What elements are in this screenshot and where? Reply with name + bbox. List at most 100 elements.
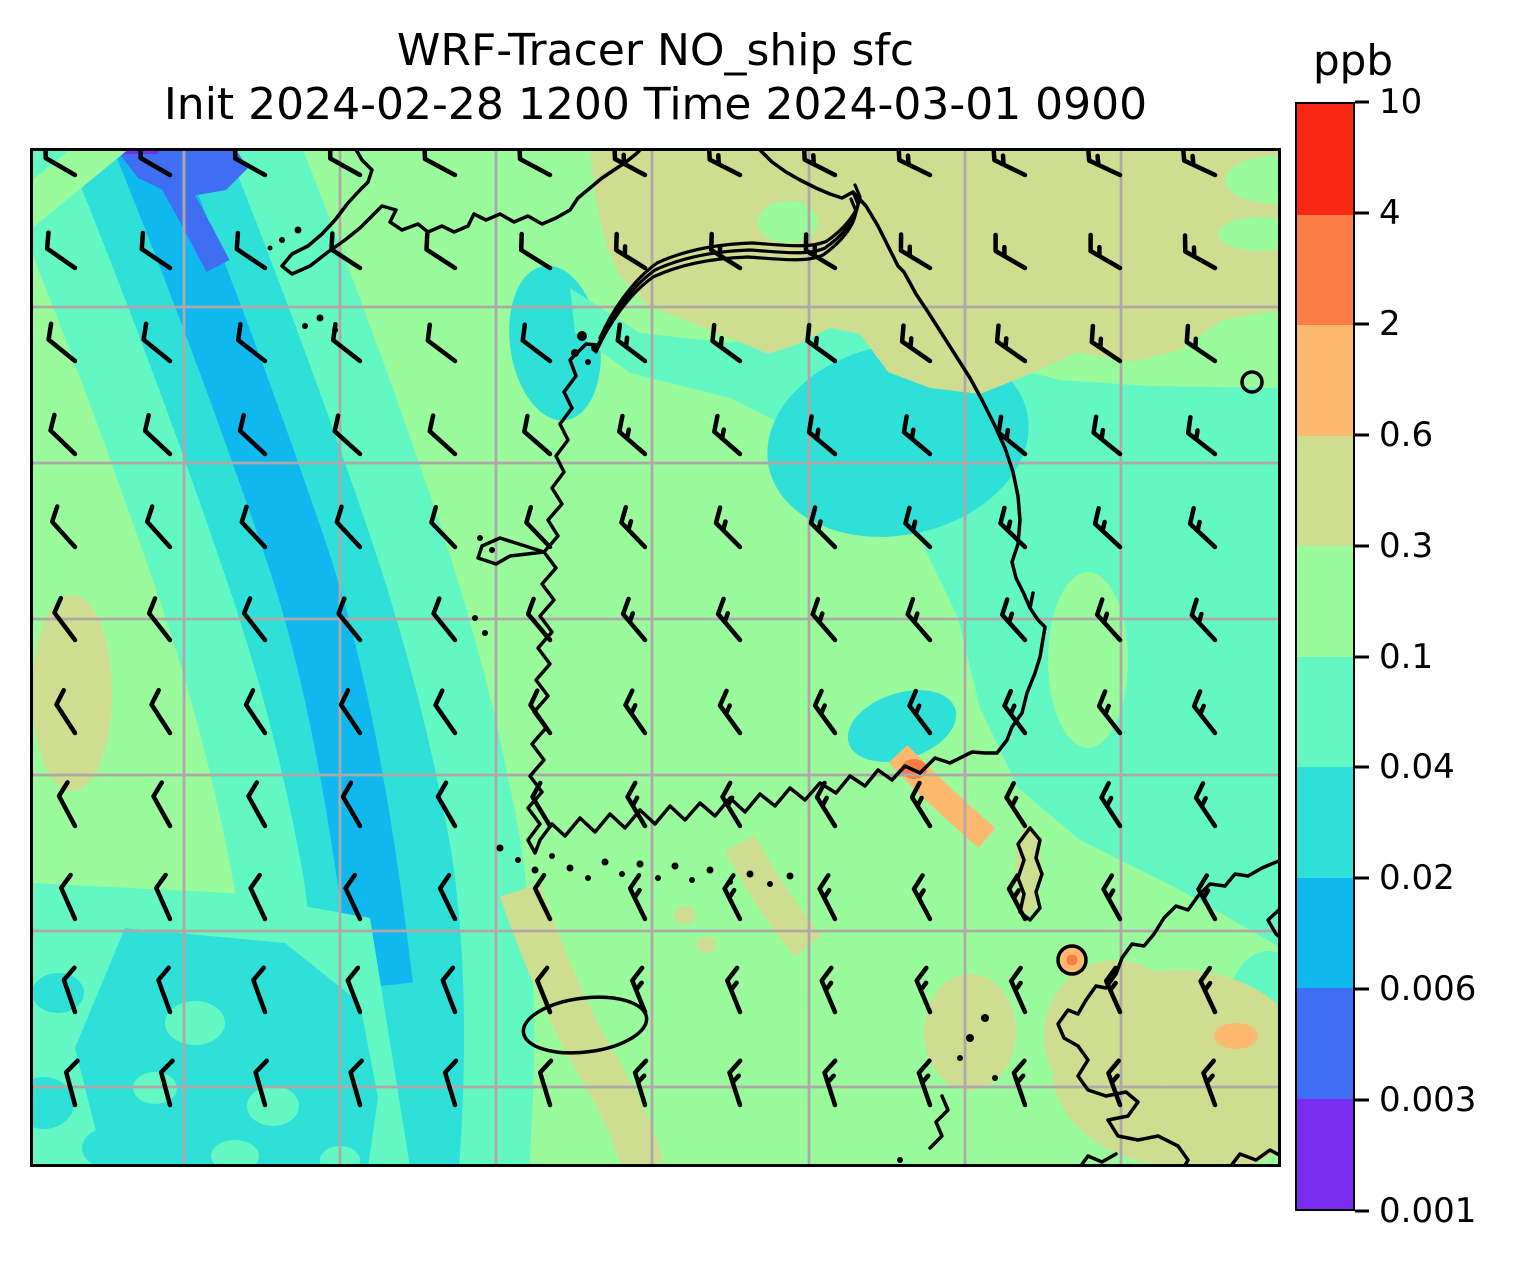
wind-barb bbox=[911, 873, 933, 922]
wind-barb bbox=[998, 505, 1028, 550]
wind-barb bbox=[1103, 965, 1123, 1015]
wind-barb bbox=[1004, 780, 1028, 829]
wind-barb bbox=[1191, 689, 1218, 736]
wind-barb bbox=[914, 965, 933, 1015]
wind-barb bbox=[61, 965, 78, 1015]
wind-barb bbox=[248, 872, 268, 922]
wind-barb bbox=[54, 687, 78, 736]
colorbar-tick-label: 10 bbox=[1379, 82, 1423, 122]
wind-barb bbox=[158, 1058, 175, 1108]
wind-barb bbox=[1006, 873, 1028, 922]
wind-barb bbox=[46, 321, 78, 364]
wind-barb bbox=[141, 321, 173, 364]
wind-barb bbox=[520, 322, 553, 364]
wind-barb bbox=[896, 148, 933, 178]
wind-barb bbox=[1089, 323, 1123, 364]
colorbar-tick-label: 4 bbox=[1379, 192, 1401, 233]
colorbar-area: ppb 10 4 2 0.6 0.3 0.1 0.04 0.02 0.006 0.003 0.001 bbox=[1295, 36, 1525, 1242]
wind-barb bbox=[243, 688, 268, 736]
wind-barb bbox=[901, 414, 933, 457]
wind-barb bbox=[808, 505, 838, 550]
wind-barb bbox=[530, 780, 553, 829]
wind-barb bbox=[1189, 597, 1218, 643]
colorbar-segment bbox=[1297, 767, 1353, 878]
colorbar-tick-mark bbox=[1355, 1209, 1369, 1213]
colorbar-tick-mark bbox=[1355, 1098, 1369, 1102]
map-border bbox=[30, 148, 1281, 1167]
colorbar-tick-label: 0.3 bbox=[1379, 525, 1434, 566]
wind-barb bbox=[142, 412, 173, 457]
wind-barb bbox=[234, 230, 268, 271]
wind-barb bbox=[435, 780, 458, 829]
colorbar-tick-mark bbox=[1355, 876, 1369, 880]
wind-barb bbox=[715, 596, 743, 643]
colorbar-tick-mark bbox=[1355, 987, 1369, 991]
wind-barb bbox=[720, 780, 743, 829]
wind-barb bbox=[1091, 414, 1123, 457]
wind-barb bbox=[713, 505, 743, 550]
wind-barb bbox=[332, 413, 363, 457]
wind-barb bbox=[343, 872, 363, 922]
wind-barb bbox=[630, 965, 648, 1015]
colorbar bbox=[1295, 102, 1355, 1211]
wind-barb bbox=[52, 595, 78, 643]
wind-barb bbox=[425, 322, 458, 364]
wind-barb bbox=[330, 321, 363, 364]
wind-barb bbox=[627, 872, 648, 922]
wind-barb bbox=[348, 1058, 364, 1108]
colorbar-segment bbox=[1297, 325, 1353, 436]
colorbar-segment bbox=[1297, 546, 1353, 657]
colorbar-tick-mark bbox=[1355, 765, 1369, 769]
wind-barb bbox=[722, 873, 743, 922]
wind-barb bbox=[329, 231, 363, 271]
colorbar-tick-label: 0.02 bbox=[1379, 858, 1455, 899]
wind-barb bbox=[149, 687, 173, 736]
colorbar-segment bbox=[1297, 435, 1353, 546]
colorbar-tick-mark bbox=[1355, 655, 1369, 658]
wind-barb bbox=[903, 505, 933, 550]
wind-barb bbox=[812, 688, 838, 736]
wind-barb bbox=[431, 596, 458, 643]
wind-barb bbox=[620, 596, 648, 643]
wind-barb bbox=[537, 1058, 554, 1108]
colorbar-tick-mark bbox=[1355, 433, 1369, 437]
wind-barb bbox=[253, 1058, 269, 1108]
wind-barb bbox=[535, 965, 553, 1015]
wind-barb bbox=[241, 596, 268, 643]
wind-barb bbox=[532, 872, 553, 922]
wind-barb bbox=[993, 232, 1028, 271]
title-line-1: WRF-Tracer NO_ship sfc bbox=[396, 25, 915, 76]
colorbar-tick-mark bbox=[1355, 544, 1369, 548]
colorbar-tick-mark bbox=[1355, 211, 1369, 215]
wind-barb bbox=[1088, 232, 1123, 271]
wind-barb bbox=[819, 965, 838, 1015]
wind-barb bbox=[440, 965, 458, 1015]
wind-barb bbox=[1085, 148, 1123, 178]
wind-barb bbox=[424, 231, 458, 271]
wind-barb bbox=[822, 1058, 838, 1108]
wind-barb bbox=[1193, 781, 1218, 829]
wind-barb bbox=[1187, 505, 1218, 550]
wind-barb bbox=[48, 412, 78, 457]
wind-barb bbox=[710, 322, 743, 364]
wind-barb bbox=[340, 780, 363, 829]
wind-barb bbox=[237, 412, 268, 457]
wind-barb bbox=[1180, 148, 1218, 178]
wind-barb bbox=[156, 965, 173, 1015]
wind-barb bbox=[632, 1058, 649, 1108]
wind-barb bbox=[151, 780, 173, 829]
wind-barb bbox=[56, 780, 78, 829]
wind-barb bbox=[433, 688, 458, 736]
colorbar-tick-label: 0.003 bbox=[1379, 1080, 1477, 1121]
wind-barb bbox=[725, 965, 743, 1015]
colorbar-tick-label: 0.04 bbox=[1379, 747, 1455, 788]
wind-barb bbox=[1182, 233, 1218, 271]
wind-barb bbox=[810, 596, 838, 643]
coastlines bbox=[280, 148, 1281, 1167]
colorbar-tick-label: 0.006 bbox=[1379, 969, 1477, 1010]
wind-barb bbox=[153, 872, 173, 922]
wind-barb bbox=[708, 231, 743, 271]
wind-barb bbox=[619, 504, 648, 550]
wind-barb bbox=[528, 688, 553, 736]
wind-barb bbox=[999, 597, 1028, 643]
